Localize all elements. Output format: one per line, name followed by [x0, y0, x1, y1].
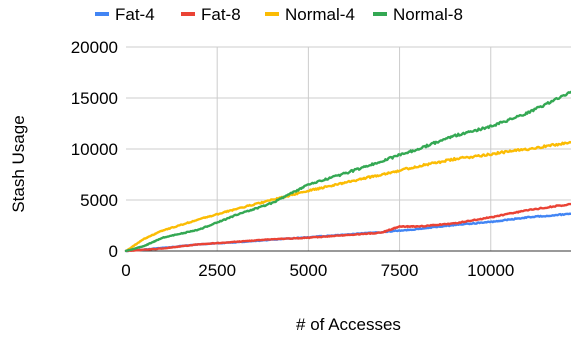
- axes: 0 5000 10000 15000 20000 0 2500 5000 7500 10000: [71, 38, 571, 280]
- y-axis-title: Stash Usage: [9, 115, 28, 212]
- legend: Fat-4 Fat-8 Normal-4 Normal-8: [95, 5, 463, 24]
- series: [124, 90, 571, 253]
- legend-swatch: [181, 12, 195, 16]
- legend-label: Normal-4: [285, 5, 355, 24]
- x-tick-label: 2500: [198, 261, 236, 280]
- x-tick-label: 10000: [467, 261, 514, 280]
- x-tick-label: 0: [121, 261, 130, 280]
- y-tick-label: 10000: [71, 140, 118, 159]
- legend-label: Fat-4: [115, 5, 155, 24]
- legend-label: Fat-8: [201, 5, 241, 24]
- grid: [126, 46, 571, 251]
- legend-swatch: [95, 12, 109, 16]
- y-tick-label: 15000: [71, 89, 118, 108]
- series-line-normal-4: [124, 140, 571, 253]
- y-tick-label: 0: [109, 242, 118, 261]
- legend-item-normal-8: Normal-8: [373, 5, 463, 24]
- legend-item-fat-4: Fat-4: [95, 5, 155, 24]
- legend-swatch: [265, 12, 279, 16]
- legend-swatch: [373, 12, 387, 16]
- series-line-fat-8: [124, 202, 571, 253]
- y-tick-label: 5000: [80, 191, 118, 210]
- series-line-normal-8: [124, 90, 571, 253]
- x-tick-label: 7500: [381, 261, 419, 280]
- x-tick-label: 5000: [289, 261, 327, 280]
- legend-item-normal-4: Normal-4: [265, 5, 355, 24]
- legend-label: Normal-8: [393, 5, 463, 24]
- x-axis-title: # of Accesses: [296, 315, 401, 334]
- y-tick-label: 20000: [71, 38, 118, 57]
- legend-item-fat-8: Fat-8: [181, 5, 241, 24]
